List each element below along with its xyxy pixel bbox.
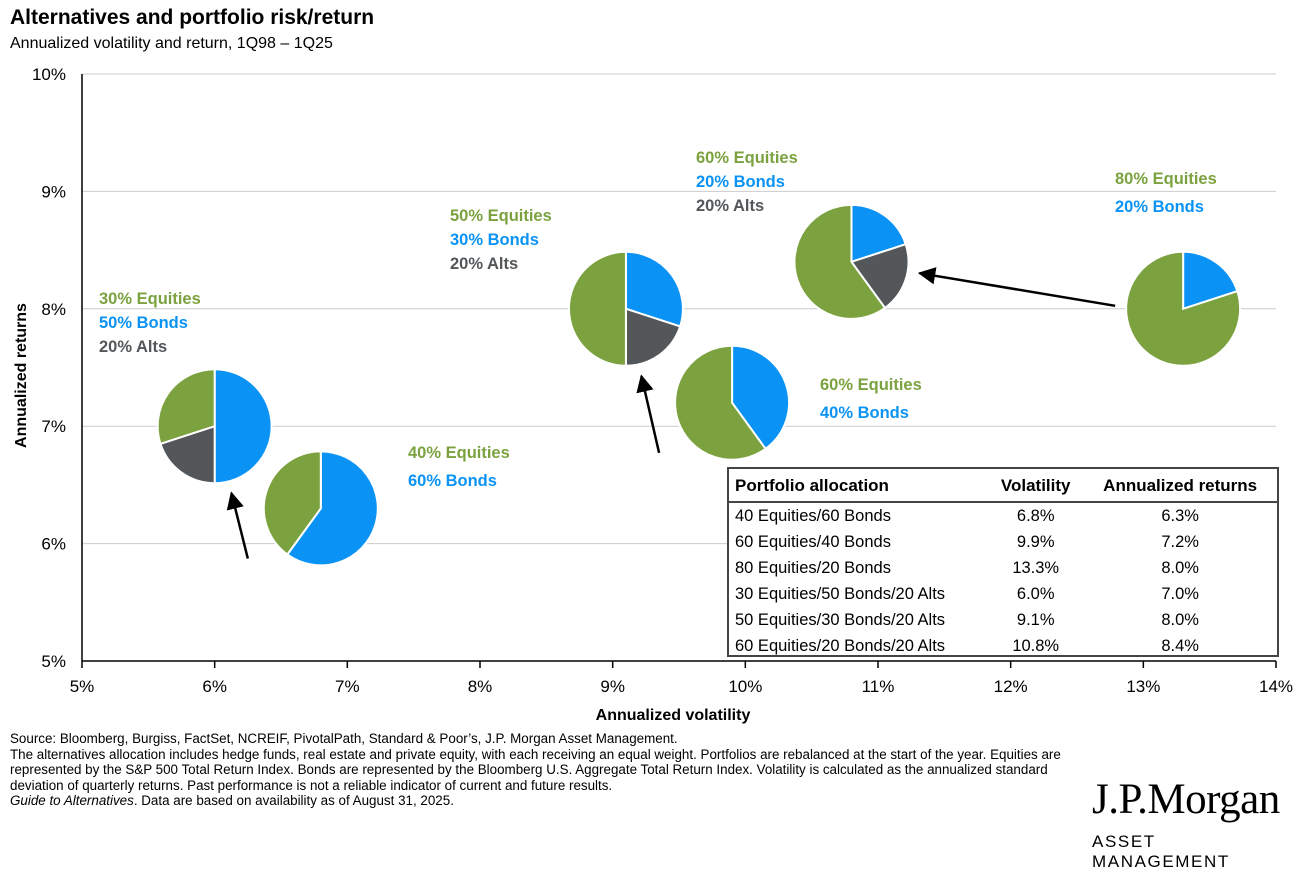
table-row: 30 Equities/50 Bonds/20 Alts 6.0% 7.0% [729,581,1277,607]
logo-name: J.P.Morgan [1092,776,1280,823]
pie-slice-equities [568,250,627,367]
table-cell-allocation: 60 Equities/20 Bonds/20 Alts [735,636,946,655]
pie-marker [262,450,379,567]
allocation-label: 20% Alts [450,255,518,273]
table-cell-returns: 7.2% [1161,532,1199,551]
pie-slice-equities [793,203,887,320]
chart-title: Alternatives and portfolio risk/return [10,6,375,29]
logo-sub: ASSET MANAGEMENT [1092,832,1230,871]
table-row: 80 Equities/20 Bonds 13.3% 8.0% [729,555,1277,581]
y-tick-label: 7% [41,417,66,436]
allocation-label: 20% Alts [99,338,167,356]
guide-title: Guide to Alternatives [10,793,134,808]
table-row: 50 Equities/30 Bonds/20 Alts 9.1% 8.0% [729,607,1277,633]
jpmorgan-logo: J.P.Morgan ASSET MANAGEMENT [1092,778,1292,872]
pie-slice-bonds [285,450,379,567]
pie-slice-bonds [213,368,273,485]
table-header-allocation: Portfolio allocation [729,469,989,503]
arrow [226,491,250,559]
x-tick-label: 9% [600,677,625,696]
table-header-volatility: Volatility [988,469,1084,503]
y-tick-label: 10% [32,65,66,84]
allocation-label: 30% Bonds [450,231,539,249]
pie-marker [156,368,273,485]
y-tick-label: 9% [41,182,66,201]
x-tick-label: 14% [1259,677,1293,696]
scatter-chart: 5% 6% 7% 8% 9% 10% 5% 6% 7% 8% 9% 10% 11% 12% 13% 14% An… [13,65,1293,724]
y-tick-label: 8% [41,300,66,319]
allocation-label: 60% Bonds [408,472,497,490]
pie-marker [568,250,684,367]
footnote-guide: Guide to Alternatives. Data are based on… [10,793,1070,809]
pie-marker [1125,250,1242,367]
x-axis-label: Annualized volatility [596,707,751,724]
x-tick-label: 8% [468,677,493,696]
pie-slice-alts [849,242,910,310]
allocation-label: 50% Equities [450,207,552,225]
allocation-label: 80% Equities [1115,170,1217,188]
allocation-label: 50% Bonds [99,314,188,332]
allocation-label: 40% Equities [408,444,510,462]
x-tick-label: 6% [202,677,227,696]
x-tick-label: 11% [862,677,895,696]
table-cell-returns: 8.4% [1161,636,1199,655]
table-cell-volatility: 10.8% [1012,636,1060,655]
table-cell-allocation: 50 Equities/30 Bonds/20 Alts [735,610,946,629]
table-cell-returns: 7.0% [1161,584,1199,603]
y-tick-label: 5% [41,652,66,671]
footnote-source: Source: Bloomberg, Burgiss, FactSet, NCR… [10,731,678,746]
footnote-note: The alternatives allocation includes hed… [10,746,1061,793]
arrow [636,374,661,454]
allocation-label: 60% Equities [820,376,922,394]
allocation-label: 20% Alts [696,197,764,215]
table-cell-returns: 8.0% [1161,558,1199,577]
x-tick-label: 5% [70,677,95,696]
table-header-returns: Annualized returns [1083,469,1277,503]
table-cell-volatility: 6.8% [1016,506,1055,525]
x-tick-label: 12% [994,677,1028,696]
pie-slice-equities [674,344,767,461]
pie-slice-alts [624,307,682,367]
pie-slice-bonds [731,344,791,451]
x-tick-label: 10% [728,677,762,696]
y-tick-label: 6% [41,535,66,554]
pie-slice-bonds [624,250,684,328]
allocation-label: 40% Bonds [820,404,909,422]
table-cell-volatility: 9.9% [1016,532,1055,551]
pie-marker [793,203,910,320]
arrow [917,267,1116,308]
allocation-label: 30% Equities [99,290,201,308]
table-cell-allocation: 30 Equities/50 Bonds/20 Alts [735,584,946,603]
table-cell-allocation: 60 Equities/40 Bonds [735,532,891,551]
table-cell-returns: 6.3% [1161,506,1199,525]
allocation-label: 20% Bonds [1115,198,1204,216]
x-tick-label: 13% [1126,677,1160,696]
pie-marker [674,344,791,461]
table-cell-volatility: 9.1% [1016,610,1055,629]
table-row: 40 Equities/60 Bonds 6.8% 6.3% [729,502,1277,529]
footnote: Source: Bloomberg, Burgiss, FactSet, NCR… [10,731,1070,809]
pie-slice-equities [1125,250,1242,367]
pie-slice-equities [262,450,322,556]
pie-slice-equities [156,368,216,446]
table-row: 60 Equities/20 Bonds/20 Alts 10.8% 8.4% [729,633,1277,659]
chart-subtitle: Annualized volatility and return, 1Q98 –… [10,35,333,52]
table-header-row: Portfolio allocation Volatility Annualiz… [729,469,1277,503]
y-axis-label: Annualized returns [13,303,30,448]
portfolio-table: Portfolio allocation Volatility Annualiz… [727,467,1279,657]
table-cell-volatility: 6.0% [1016,584,1055,603]
table-cell-allocation: 40 Equities/60 Bonds [735,506,891,525]
table-cell-volatility: 13.3% [1012,558,1060,577]
table-cell-allocation: 80 Equities/20 Bonds [735,558,891,577]
guide-rest: . Data are based on availability as of A… [133,793,454,808]
allocation-label: 20% Bonds [696,173,785,191]
allocation-label: 60% Equities [696,149,798,167]
x-tick-label: 7% [335,677,360,696]
table-row: 60 Equities/40 Bonds 9.9% 7.2% [729,529,1277,555]
table-cell-returns: 8.0% [1161,610,1199,629]
